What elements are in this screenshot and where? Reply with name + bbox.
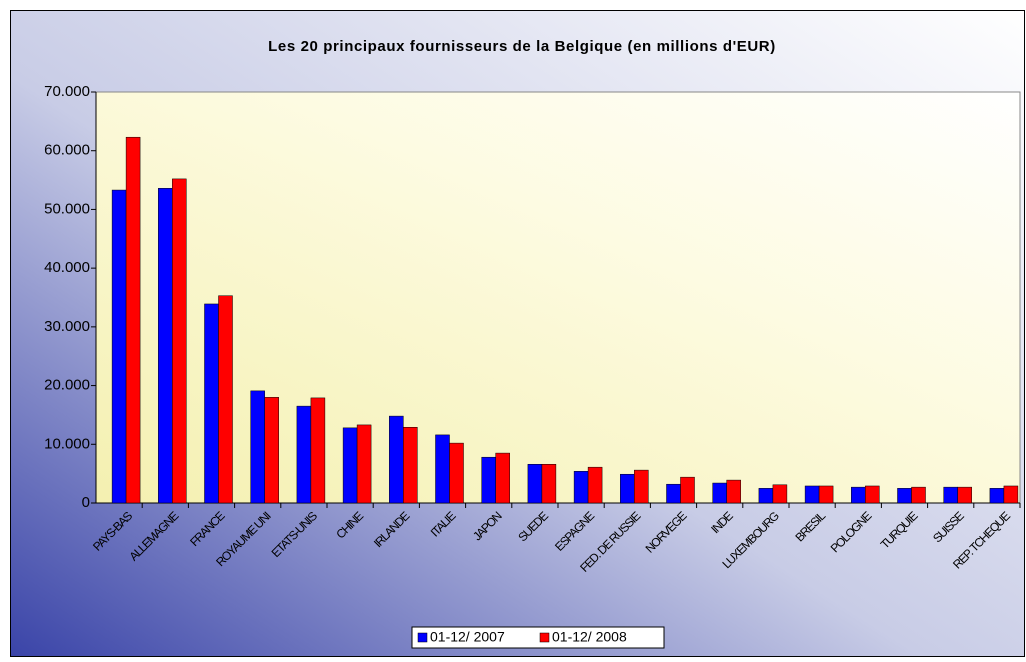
bar bbox=[957, 486, 972, 504]
legend-swatch bbox=[539, 632, 550, 643]
bar bbox=[587, 466, 603, 504]
legend-label: 01-12/ 2007 bbox=[430, 629, 505, 645]
bar bbox=[818, 485, 834, 504]
bar bbox=[158, 188, 173, 504]
bar bbox=[264, 397, 279, 504]
bar bbox=[666, 483, 681, 504]
legend-label: 01-12/ 2008 bbox=[552, 629, 627, 645]
bar bbox=[1003, 485, 1019, 504]
bar bbox=[772, 484, 788, 504]
bar bbox=[726, 479, 741, 504]
y-tick-label: 30.000 bbox=[44, 318, 90, 335]
bar bbox=[620, 473, 635, 504]
bar bbox=[804, 485, 820, 504]
bar bbox=[310, 397, 326, 504]
bar bbox=[356, 424, 372, 504]
y-tick-label: 0 bbox=[82, 494, 90, 511]
legend-box bbox=[411, 626, 665, 649]
bar bbox=[389, 415, 404, 504]
y-tick-label: 50.000 bbox=[44, 200, 90, 217]
y-tick-label: 70.000 bbox=[44, 83, 90, 100]
bar bbox=[296, 405, 312, 504]
bar bbox=[481, 456, 496, 504]
bar bbox=[541, 463, 557, 504]
bar bbox=[495, 452, 510, 504]
bar bbox=[758, 488, 774, 504]
bar bbox=[449, 442, 464, 504]
bar bbox=[943, 486, 958, 504]
bar bbox=[634, 469, 649, 504]
bar bbox=[989, 488, 1005, 504]
bar bbox=[403, 427, 418, 504]
bar bbox=[851, 486, 866, 504]
bar bbox=[204, 303, 219, 504]
bar bbox=[250, 390, 265, 504]
legend: 01-12/ 2007 01-12/ 2008 bbox=[417, 629, 627, 645]
bar bbox=[125, 136, 141, 504]
bar bbox=[680, 476, 695, 504]
y-tick-label: 20.000 bbox=[44, 377, 90, 394]
legend-swatch bbox=[417, 632, 428, 643]
bar bbox=[342, 427, 358, 504]
bar bbox=[573, 471, 589, 504]
bar bbox=[712, 482, 727, 504]
y-tick-label: 40.000 bbox=[44, 259, 90, 276]
bar bbox=[897, 488, 912, 504]
bar bbox=[435, 434, 450, 504]
y-tick-label: 60.000 bbox=[44, 142, 90, 159]
bar bbox=[218, 295, 233, 504]
chart-title: Les 20 principaux fournisseurs de la Bel… bbox=[268, 38, 776, 55]
bar bbox=[911, 486, 926, 504]
bar bbox=[527, 463, 543, 504]
y-tick-label: 10.000 bbox=[44, 435, 90, 452]
bar bbox=[865, 485, 880, 504]
bar bbox=[111, 189, 127, 504]
plot-area bbox=[95, 91, 1021, 504]
bar bbox=[172, 178, 187, 504]
